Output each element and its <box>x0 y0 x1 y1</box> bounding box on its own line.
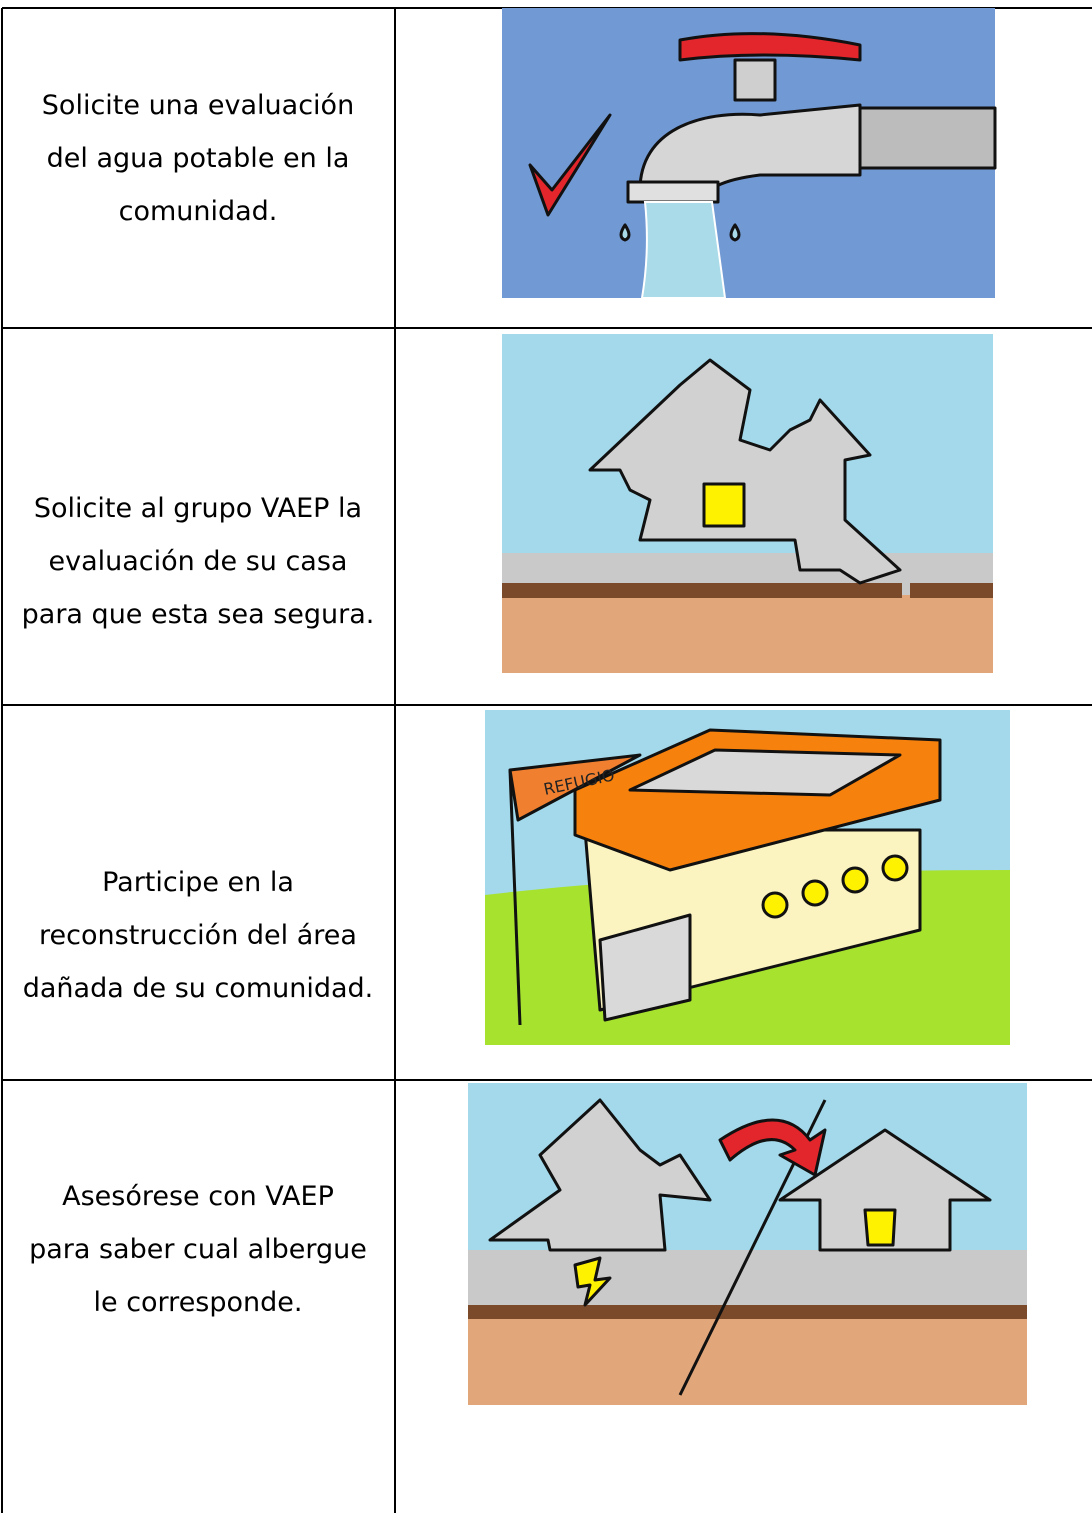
cell-text-line: para saber cual albergue <box>29 1234 367 1265</box>
damaged-house-illustration <box>502 334 993 673</box>
cell-text-line: Solicite al grupo VAEP la <box>34 493 362 524</box>
cell-text-line: Participe en la <box>102 867 294 898</box>
cell-text-line: Asesórese con VAEP <box>62 1181 334 1212</box>
refuge-illustration: REFUGIO <box>485 710 1010 1045</box>
cell-text-line: comunidad. <box>119 196 278 227</box>
cell-text-line: para que esta sea segura. <box>22 599 375 630</box>
shelter-houses-illustration <box>468 1083 1027 1405</box>
cell-text-line: dañada de su comunidad. <box>23 973 374 1004</box>
cell-text-line: evaluación de su casa <box>49 546 348 577</box>
cell-text-line: Solicite una evaluación <box>42 90 354 121</box>
cell-text-line: le corresponde. <box>94 1287 303 1318</box>
faucet-illustration <box>502 8 997 299</box>
cell-text-line: del agua potable en la <box>47 143 350 174</box>
cell-text-line: reconstrucción del área <box>39 920 357 951</box>
